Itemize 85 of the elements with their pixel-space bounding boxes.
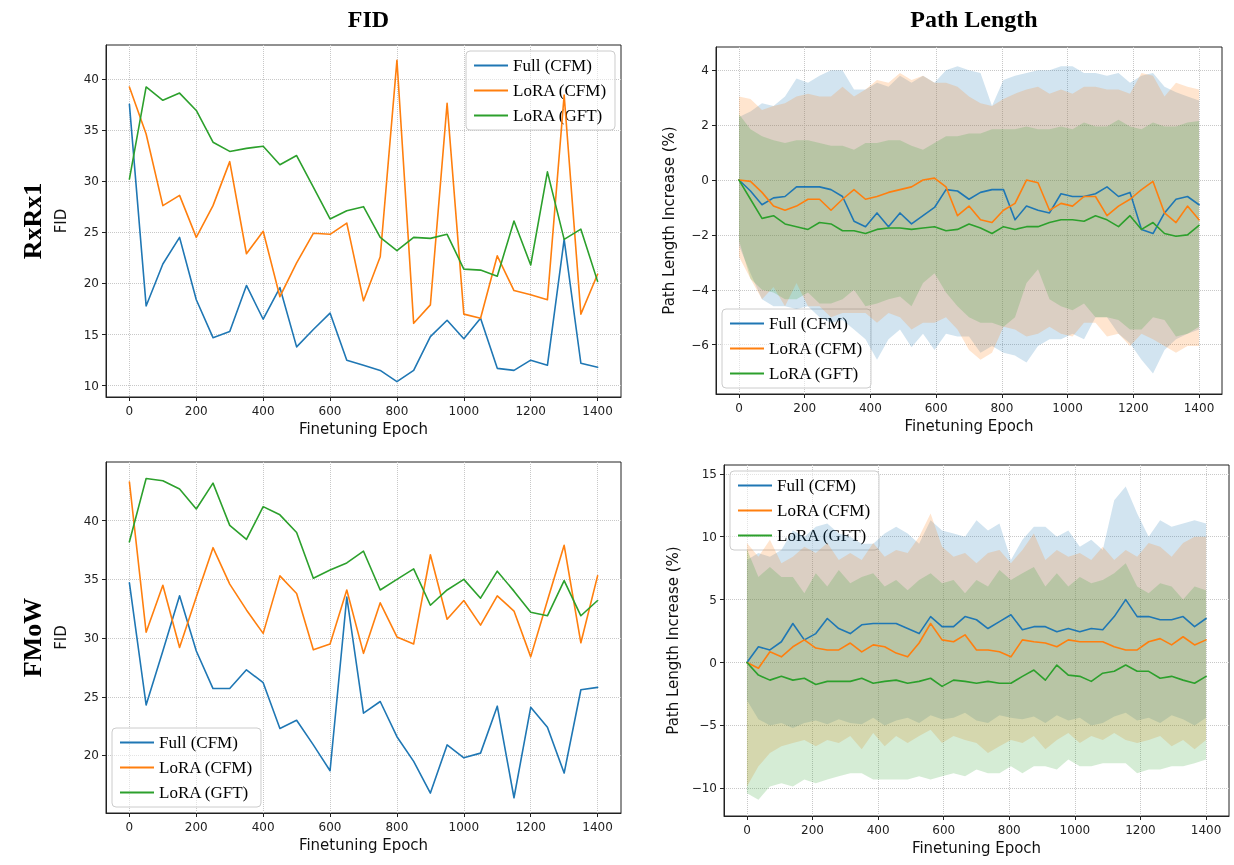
y-tick-label: −2 — [691, 227, 709, 242]
x-tick-label: 400 — [251, 404, 275, 418]
x-tick-label: 400 — [858, 401, 882, 415]
y-tick-label: 30 — [83, 631, 99, 646]
y-tick-label: 40 — [83, 513, 99, 528]
x-tick-label: 1000 — [448, 820, 480, 834]
x-tick-label: 1200 — [1118, 401, 1149, 415]
x-tick-label: 800 — [385, 820, 409, 834]
x-tick-label: 600 — [932, 823, 956, 837]
x-tick-label: 0 — [125, 820, 134, 834]
legend-label: LoRA (CFM) — [769, 339, 863, 358]
x-tick-label: 1200 — [1125, 823, 1156, 837]
x-tick-label: 1400 — [582, 404, 613, 418]
y-axis-title: Path Length Increase (%) — [659, 126, 678, 315]
chart-title: FID — [347, 6, 390, 32]
legend-label: Full (CFM) — [513, 56, 592, 75]
x-axis-title: Finetuning Epoch — [911, 839, 1042, 858]
y-tick-label: 15 — [83, 327, 99, 342]
x-tick-label: 0 — [125, 404, 134, 418]
x-axis-title: Finetuning Epoch — [904, 417, 1034, 436]
y-tick-label: −6 — [691, 337, 709, 352]
y-tick-label: 10 — [701, 529, 717, 544]
x-tick-label: 0 — [735, 401, 743, 415]
line-series — [128, 477, 599, 617]
x-tick-label: 200 — [801, 823, 824, 837]
x-tick-label: 1000 — [1052, 401, 1083, 415]
text: FMoW — [17, 597, 47, 678]
y-tick-label: 5 — [709, 592, 717, 607]
legend-label: Full (CFM) — [769, 314, 848, 333]
x-tick-label: 600 — [318, 404, 342, 418]
legend-label: LoRA (GFT) — [777, 526, 867, 545]
x-tick-label: 200 — [184, 404, 208, 418]
x-tick-label: 1000 — [1059, 823, 1091, 837]
y-tick-label: 30 — [83, 174, 99, 189]
x-tick-label: 400 — [866, 823, 890, 837]
x-tick-label: 600 — [924, 401, 948, 415]
line-series — [746, 661, 1207, 688]
x-tick-label: 1400 — [1190, 823, 1222, 837]
y-axis-title: Path Length Increase (%) — [664, 546, 683, 735]
y-tick-label: 0 — [709, 655, 717, 670]
x-axis-title: Finetuning Epoch — [298, 836, 429, 855]
y-tick-label: 4 — [701, 63, 709, 78]
legend-label: LoRA (CFM) — [159, 758, 253, 777]
legend-label: LoRA (GFT) — [159, 783, 249, 802]
legend-label: LoRA (GFT) — [769, 364, 859, 383]
x-tick-label: 1000 — [448, 404, 480, 418]
y-tick-label: 20 — [83, 276, 99, 291]
x-tick-label: 0 — [743, 823, 751, 837]
y-tick-label: 35 — [83, 572, 99, 587]
x-tick-label: 200 — [793, 401, 817, 415]
x-tick-label: 1200 — [515, 404, 546, 418]
y-tick-label: 2 — [701, 118, 709, 133]
y-tick-label: 40 — [83, 71, 99, 86]
y-tick-label: 35 — [83, 122, 99, 137]
legend-label: Full (CFM) — [777, 476, 856, 495]
y-tick-label: 25 — [83, 225, 99, 240]
y-tick-label: 0 — [701, 173, 709, 188]
x-tick-label: 200 — [184, 820, 208, 834]
x-tick-label: 1200 — [515, 820, 546, 834]
line-series — [128, 481, 599, 658]
x-tick-label: 1400 — [1183, 401, 1215, 415]
legend-label: LoRA (CFM) — [777, 501, 871, 520]
x-tick-label: 800 — [997, 823, 1021, 837]
x-axis-title: Finetuning Epoch — [298, 420, 429, 439]
line-series — [738, 177, 1200, 224]
y-tick-label: 10 — [83, 378, 99, 393]
x-tick-label: 1400 — [582, 820, 613, 834]
x-tick-label: 600 — [318, 820, 342, 834]
y-axis-title: FID — [51, 208, 70, 234]
y-tick-label: −5 — [699, 718, 717, 733]
legend-label: Full (CFM) — [159, 733, 238, 752]
y-tick-label: −4 — [691, 282, 709, 297]
y-tick-label: −10 — [691, 781, 717, 796]
text: RxRx1 — [17, 182, 47, 260]
legend-label: LoRA (CFM) — [513, 81, 607, 100]
line-series — [746, 622, 1207, 669]
y-axis-title: FID — [51, 625, 70, 650]
chart-title: Path Length — [910, 6, 1038, 32]
y-tick-label: 20 — [83, 748, 99, 763]
x-tick-label: 800 — [990, 401, 1014, 415]
x-tick-label: 800 — [385, 404, 409, 418]
line-series — [746, 598, 1207, 664]
y-tick-label: 25 — [83, 689, 99, 704]
y-tick-label: 15 — [701, 466, 717, 481]
x-tick-label: 400 — [251, 820, 275, 834]
